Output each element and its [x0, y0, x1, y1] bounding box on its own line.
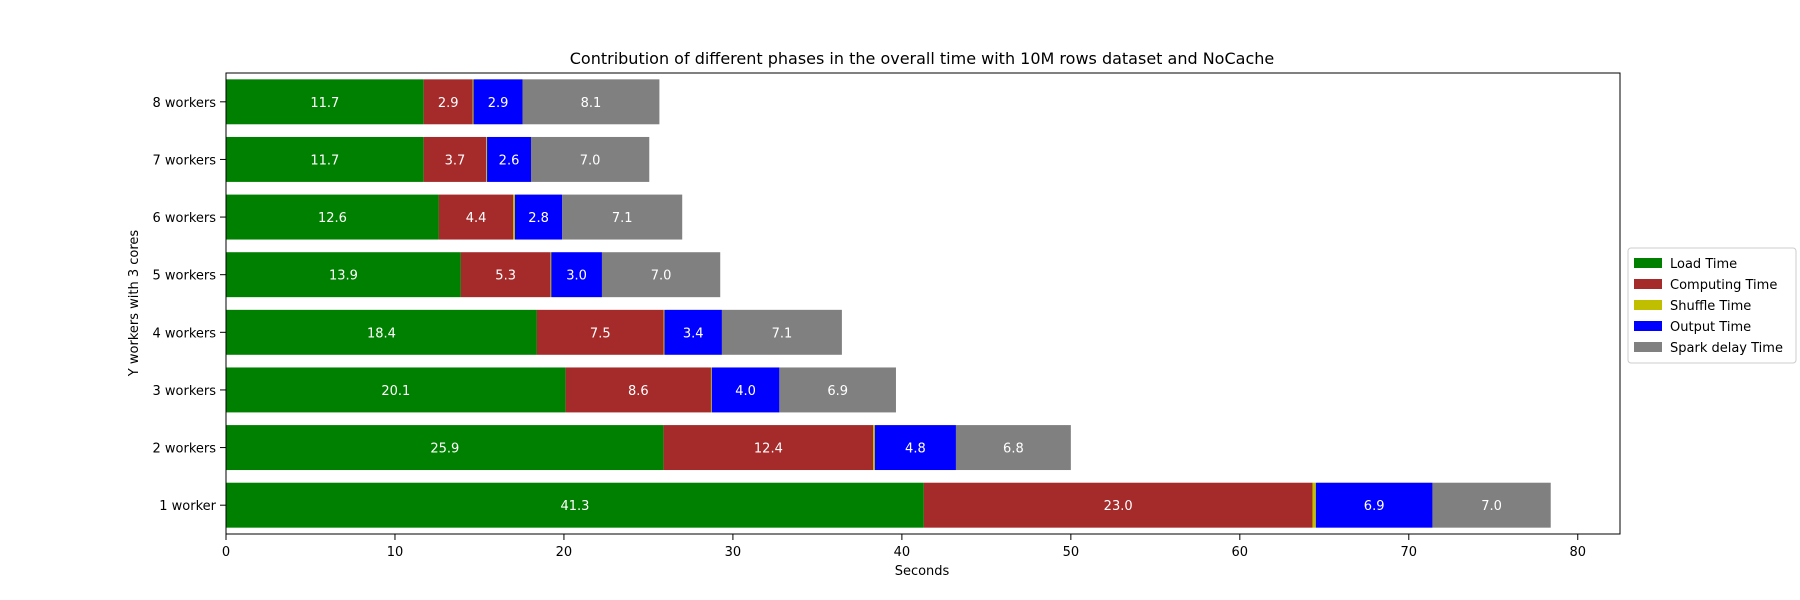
y-tick-label: 7 workers	[152, 153, 216, 168]
y-tick-label: 6 workers	[152, 211, 216, 226]
bar-shuffle-time-5	[550, 252, 551, 297]
x-tick-label: 30	[725, 545, 742, 560]
bar-shuffle-time-6	[513, 195, 515, 240]
bar-shuffle-time-8	[473, 79, 474, 124]
bar-value-label: 4.0	[735, 384, 756, 399]
bar-shuffle-time-4	[664, 310, 665, 355]
bar-value-label: 4.4	[466, 211, 487, 226]
bar-value-label: 3.4	[683, 326, 704, 341]
legend-label: Spark delay Time	[1670, 341, 1783, 356]
bar-value-label: 11.7	[310, 153, 339, 168]
x-tick-label: 0	[222, 545, 230, 560]
bar-value-label: 8.6	[628, 384, 649, 399]
bar-value-label: 2.6	[499, 153, 520, 168]
bar-value-label: 25.9	[430, 442, 459, 457]
bar-value-label: 20.1	[381, 384, 410, 399]
legend-label: Computing Time	[1670, 278, 1777, 293]
legend-label: Load Time	[1670, 257, 1737, 272]
bar-value-label: 7.5	[590, 326, 611, 341]
y-axis: 1 worker 2 workers 3 workers 4 workers 5 wor…	[152, 96, 226, 514]
bar-shuffle-time-3	[711, 367, 712, 412]
bar-value-label: 5.3	[495, 269, 516, 284]
bar-value-label: 2.9	[438, 96, 459, 111]
bar-value-label: 18.4	[367, 326, 396, 341]
y-tick-label: 4 workers	[152, 326, 216, 341]
legend-swatch	[1634, 300, 1662, 310]
bar-shuffle-time-1	[1312, 483, 1315, 528]
y-tick-label: 2 workers	[152, 442, 216, 457]
bar-value-label: 8.1	[581, 96, 602, 111]
x-tick-label: 80	[1569, 545, 1586, 560]
bar-shuffle-time-2	[873, 425, 875, 470]
legend-swatch	[1634, 342, 1662, 352]
y-axis-label: Y workers with 3 cores	[127, 230, 142, 378]
bar-value-label: 41.3	[560, 499, 589, 514]
legend-label: Output Time	[1670, 320, 1751, 335]
bar-value-label: 4.8	[905, 442, 926, 457]
legend-label: Shuffle Time	[1670, 299, 1751, 314]
x-tick-label: 40	[894, 545, 911, 560]
legend-swatch	[1634, 279, 1662, 289]
y-tick-label: 5 workers	[152, 269, 216, 284]
bar-value-label: 7.1	[612, 211, 633, 226]
x-tick-label: 70	[1401, 545, 1418, 560]
bar-value-label: 2.8	[528, 211, 549, 226]
legend-swatch	[1634, 321, 1662, 331]
x-tick-label: 50	[1063, 545, 1080, 560]
chart-title: Contribution of different phases in the …	[570, 49, 1274, 68]
legend-swatch	[1634, 258, 1662, 268]
bar-value-label: 7.1	[772, 326, 793, 341]
legend: Load Time Computing Time Shuffle Time Outpu…	[1628, 248, 1796, 363]
bar-value-label: 6.9	[1364, 499, 1385, 514]
x-tick-label: 60	[1232, 545, 1249, 560]
bar-value-label: 12.4	[754, 442, 783, 457]
bar-value-label: 13.9	[329, 269, 358, 284]
bar-value-label: 6.8	[1003, 442, 1024, 457]
bar-value-label: 7.0	[1481, 499, 1502, 514]
bar-shuffle-time-7	[486, 137, 487, 182]
bar-value-label: 3.0	[566, 269, 587, 284]
bar-value-label: 3.7	[445, 153, 466, 168]
bar-value-label: 23.0	[1104, 499, 1133, 514]
bar-value-label: 6.9	[827, 384, 848, 399]
x-axis-label: Seconds	[895, 564, 950, 579]
x-tick-label: 10	[387, 545, 404, 560]
y-tick-label: 3 workers	[152, 384, 216, 399]
bar-value-label: 12.6	[318, 211, 347, 226]
bars-layer	[226, 79, 1551, 527]
bar-value-label: 7.0	[651, 269, 672, 284]
x-tick-label: 20	[556, 545, 573, 560]
bar-value-label: 7.0	[580, 153, 601, 168]
bar-value-label: 11.7	[310, 96, 339, 111]
y-tick-label: 1 worker	[159, 499, 216, 514]
bar-value-label: 2.9	[488, 96, 509, 111]
y-tick-label: 8 workers	[152, 96, 216, 111]
x-axis: 0 10 20 30 40 50 60 70 80	[222, 534, 1586, 560]
